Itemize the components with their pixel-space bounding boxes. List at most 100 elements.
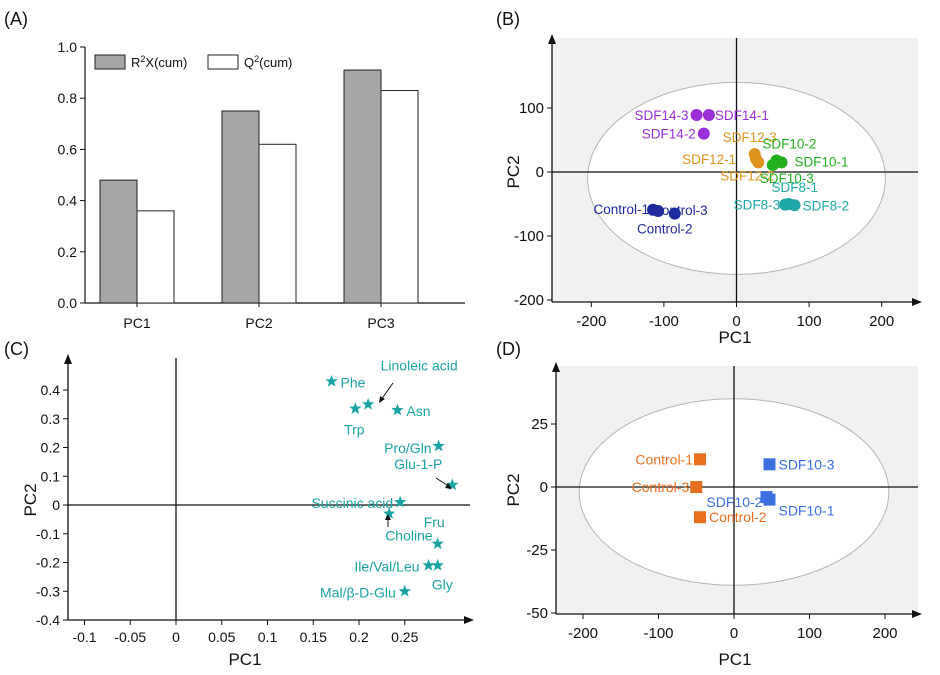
c-point-star: [393, 495, 407, 508]
a-bar: [221, 110, 260, 304]
d-x-tick-label: -200: [568, 625, 598, 642]
a-legend-swatch: [207, 54, 239, 70]
b-point-label: SDF12-2: [720, 168, 774, 183]
d-point-label: SDF10-2: [706, 494, 762, 510]
a-legend-label: R2X(cum): [131, 54, 187, 70]
c-point-label: Linoleic acid: [381, 357, 458, 373]
a-y-tick-label: 0.8: [58, 90, 78, 106]
c-y-tick-label: -0.3: [36, 583, 60, 599]
b-point: [702, 109, 715, 122]
a-y-tick-label: 0.6: [58, 141, 78, 157]
a-x-tick-label: PC1: [123, 315, 150, 331]
d-point-label: SDF10-3: [778, 456, 834, 472]
d-y-tick-label: -25: [526, 542, 548, 559]
d-y-arrow: [552, 362, 560, 372]
b-point: [752, 156, 765, 169]
c-point-star: [325, 374, 338, 387]
b-point: [766, 158, 779, 171]
d-x-tick-label: -100: [643, 625, 673, 642]
c-y-tick-label: -0.4: [36, 612, 60, 628]
c-x-tick-label: 0.25: [391, 629, 418, 645]
c-point-label: Gly: [432, 576, 453, 592]
a-y-tick-label: 1.0: [58, 39, 78, 55]
c-x-tick-label: -0.05: [114, 629, 146, 645]
a-legend-label: Q2(cum): [244, 54, 292, 70]
c-y-tick-label: 0.4: [41, 382, 61, 398]
b-y-axis-title: PC2: [504, 155, 523, 188]
c-point-label: Succinic acid: [311, 495, 393, 511]
b-point-label: Control-1: [593, 202, 649, 217]
b-point-label: SDF14-3: [635, 108, 689, 123]
b-x-tick-label: 0: [732, 313, 740, 330]
c-point-star: [431, 537, 444, 550]
plot-a: 0.0 0.2 0.4 0.6 0.8 1.0 PC1 PC2 PC3 R2X(cum) Q2(cu…: [58, 39, 465, 331]
d-point: [694, 511, 707, 524]
plot-b: -200 -100 0 100 200 -200 -100 0 100 PC1 PC2 SDF14-3…: [504, 34, 922, 347]
d-x-arrow: [912, 610, 922, 618]
b-point-label: SDF8-2: [803, 198, 850, 213]
b-point: [788, 199, 801, 212]
c-point-label: Ile/Val/Leu: [354, 558, 419, 574]
d-point-label: SDF10-1: [778, 503, 834, 519]
c-x-tick-label: -0.1: [72, 629, 96, 645]
c-point-label: Glu-1-P: [394, 456, 442, 472]
b-point: [697, 127, 710, 140]
c-leader-glu-head: [445, 483, 452, 489]
panel-label-c: (C): [4, 339, 29, 359]
a-bar: [136, 210, 175, 304]
a-bar: [343, 69, 382, 304]
d-point: [763, 458, 776, 471]
c-point-star: [349, 402, 362, 414]
c-leader-linoleic-head: [379, 396, 385, 403]
d-point-label: Control-2: [709, 509, 767, 525]
d-point: [763, 493, 776, 506]
c-point-star: [432, 439, 445, 452]
c-point-star: [391, 403, 404, 416]
c-point-star: [361, 397, 375, 410]
plot-d: -200 -100 0 100 200 -50 -25 0 25 PC1 PC2 Control-1 C…: [504, 362, 922, 669]
b-point: [690, 109, 703, 122]
b-x-tick-label: 100: [797, 313, 822, 330]
b-point-label: SDF10-2: [762, 136, 816, 151]
b-point-label: Control-2: [637, 222, 693, 237]
d-point-label: Control-1: [635, 451, 693, 467]
c-point-star: [422, 558, 435, 571]
d-y-tick-label: 25: [531, 416, 548, 433]
a-x-tick-label: PC2: [245, 315, 272, 331]
b-y-arrow: [548, 34, 556, 44]
plot-c: -0.1 -0.05 0 0.05 0.1 0.15 0.2 0.25 -0.4 -0.3 -0.2…: [21, 354, 474, 669]
b-point-label: SDF14-1: [715, 108, 769, 123]
c-x-tick-label: 0.05: [208, 629, 235, 645]
c-point-label: Fru: [424, 514, 445, 530]
c-point-label: Choline: [385, 528, 433, 544]
b-point-label: SDF12-3: [723, 130, 777, 145]
panel-label-a: (A): [4, 9, 28, 29]
c-point-label: Asn: [406, 403, 430, 419]
b-point: [779, 198, 792, 211]
d-y-axis-title: PC2: [504, 473, 523, 506]
a-bar: [258, 143, 297, 304]
b-point: [668, 207, 681, 220]
a-bar: [99, 179, 138, 304]
b-y-tick-label: 100: [519, 100, 544, 117]
c-y-tick-label: 0.1: [41, 468, 61, 484]
b-x-tick-label: 200: [869, 313, 894, 330]
c-leader-choline-head: [385, 514, 391, 520]
c-point-star: [398, 584, 411, 597]
b-point-label: SDF10-3: [760, 171, 814, 186]
c-x-tick-label: 0.1: [258, 629, 278, 645]
c-point-label: Phe: [341, 374, 366, 390]
b-point-label: SDF8-1: [772, 180, 819, 195]
b-x-axis-title: PC1: [718, 328, 751, 347]
a-x-tick-label: PC3: [367, 315, 394, 331]
b-x-tick-label: -200: [576, 313, 606, 330]
panel-c: (C) -0.1 -0.05 0 0.05 0.1 0.15 0.2 0.25 -0.4 -0.3…: [4, 339, 474, 669]
c-y-tick-label: -0.2: [36, 555, 60, 571]
panel-label-b: (B): [496, 9, 520, 29]
c-point-label: Trp: [344, 422, 365, 438]
b-x-arrow: [912, 298, 922, 306]
d-y-tick-label: 0: [540, 479, 548, 496]
c-y-tick-label: -0.1: [36, 526, 60, 542]
a-y-tick-label: 0.0: [58, 295, 78, 311]
